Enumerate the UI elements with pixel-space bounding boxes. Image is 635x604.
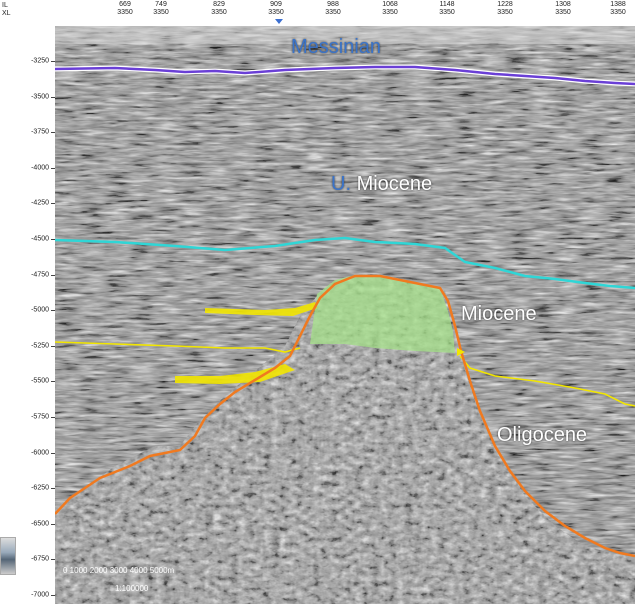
miocene-label: Miocene <box>461 303 537 325</box>
depth-tick <box>51 239 55 240</box>
trace-tick: 1228 3350 <box>497 1 513 16</box>
oligocene-label: Oligocene <box>497 424 588 446</box>
depth-tick <box>51 488 55 490</box>
trace-tick: 1068 3350 <box>382 1 398 16</box>
reservoir-fill <box>310 275 455 353</box>
seismic-section[interactable]: Messinian U. Miocene Miocene Oligocene 0… <box>55 26 635 604</box>
depth-tick <box>51 417 55 418</box>
depth-tick-label: -3250 <box>31 57 49 65</box>
depth-tick-label: -5500 <box>31 377 49 385</box>
depth-tick <box>51 61 55 62</box>
depth-tick <box>51 345 55 347</box>
trace-tick: 988 3350 <box>325 1 341 16</box>
depth-tick-label: -4750 <box>31 271 49 279</box>
depth-tick-label: -5750 <box>31 413 49 421</box>
depth-tick-label: -6500 <box>31 520 49 528</box>
depth-tick <box>51 559 55 561</box>
trace-tick: 909 3350 <box>268 1 284 16</box>
trace-tick: 1388 3350 <box>610 1 626 16</box>
depth-tick <box>51 96 55 98</box>
messinian-horizon <box>55 65 635 86</box>
depth-tick <box>51 132 55 134</box>
trace-tick: 1148 3350 <box>439 1 455 16</box>
depth-tick <box>51 310 55 312</box>
depth-tick-label: -4500 <box>31 235 49 243</box>
yellow-wedge-upper <box>205 302 317 316</box>
depth-tick <box>51 381 55 383</box>
depth-tick <box>51 274 55 276</box>
il-key: IL <box>2 2 8 9</box>
depth-tick-label: -6750 <box>31 555 49 563</box>
u-miocene-horizon <box>55 236 635 290</box>
depth-tick <box>51 523 55 525</box>
scale-ticks: 0 1000 2000 3000 4000 5000m <box>63 566 175 575</box>
depth-tick-label: -6000 <box>31 449 49 457</box>
section-header: IL XL 669 3350 749 3350 829 3350 909 3350 98… <box>0 0 635 26</box>
depth-tick <box>51 452 55 454</box>
basement-horizon <box>55 274 635 558</box>
xl-key: XL <box>2 10 11 17</box>
depth-tick <box>51 595 55 596</box>
position-marker-icon[interactable] <box>275 19 283 24</box>
u-miocene-label: U. Miocene <box>331 173 433 195</box>
miocene-horizon-left <box>55 341 301 353</box>
pointer-icon <box>457 348 465 356</box>
yellow-wedge-lower <box>175 364 295 384</box>
depth-tick <box>51 167 55 169</box>
trace-tick: 669 3350 <box>117 1 133 16</box>
depth-tick-label: -3500 <box>31 93 49 101</box>
depth-tick-label: -4000 <box>31 164 49 172</box>
seismic-image <box>55 26 635 604</box>
depth-tick-label: -5000 <box>31 306 49 314</box>
trace-tick: 1308 3350 <box>555 1 571 16</box>
depth-axis: -3250 -3500 -3750 -4000 -4250 -4500 -4750 -5000… <box>0 26 55 604</box>
inset-thumbnail[interactable] <box>0 537 16 575</box>
trace-tick: 749 3350 <box>153 1 169 16</box>
depth-tick-label: -5250 <box>31 342 49 350</box>
depth-tick-label: -7000 <box>31 591 49 599</box>
depth-tick-label: -3750 <box>31 128 49 136</box>
depth-tick <box>51 203 55 205</box>
scale-bar: 0 1000 2000 3000 4000 5000m 1:100000 <box>63 566 203 593</box>
miocene-horizon-right <box>459 355 635 407</box>
scale-ratio: 1:100000 <box>115 584 149 593</box>
messinian-label: Messinian <box>291 36 382 58</box>
depth-tick-label: -6250 <box>31 484 49 492</box>
depth-tick-label: -4250 <box>31 199 49 207</box>
trace-tick: 829 3350 <box>211 1 227 16</box>
